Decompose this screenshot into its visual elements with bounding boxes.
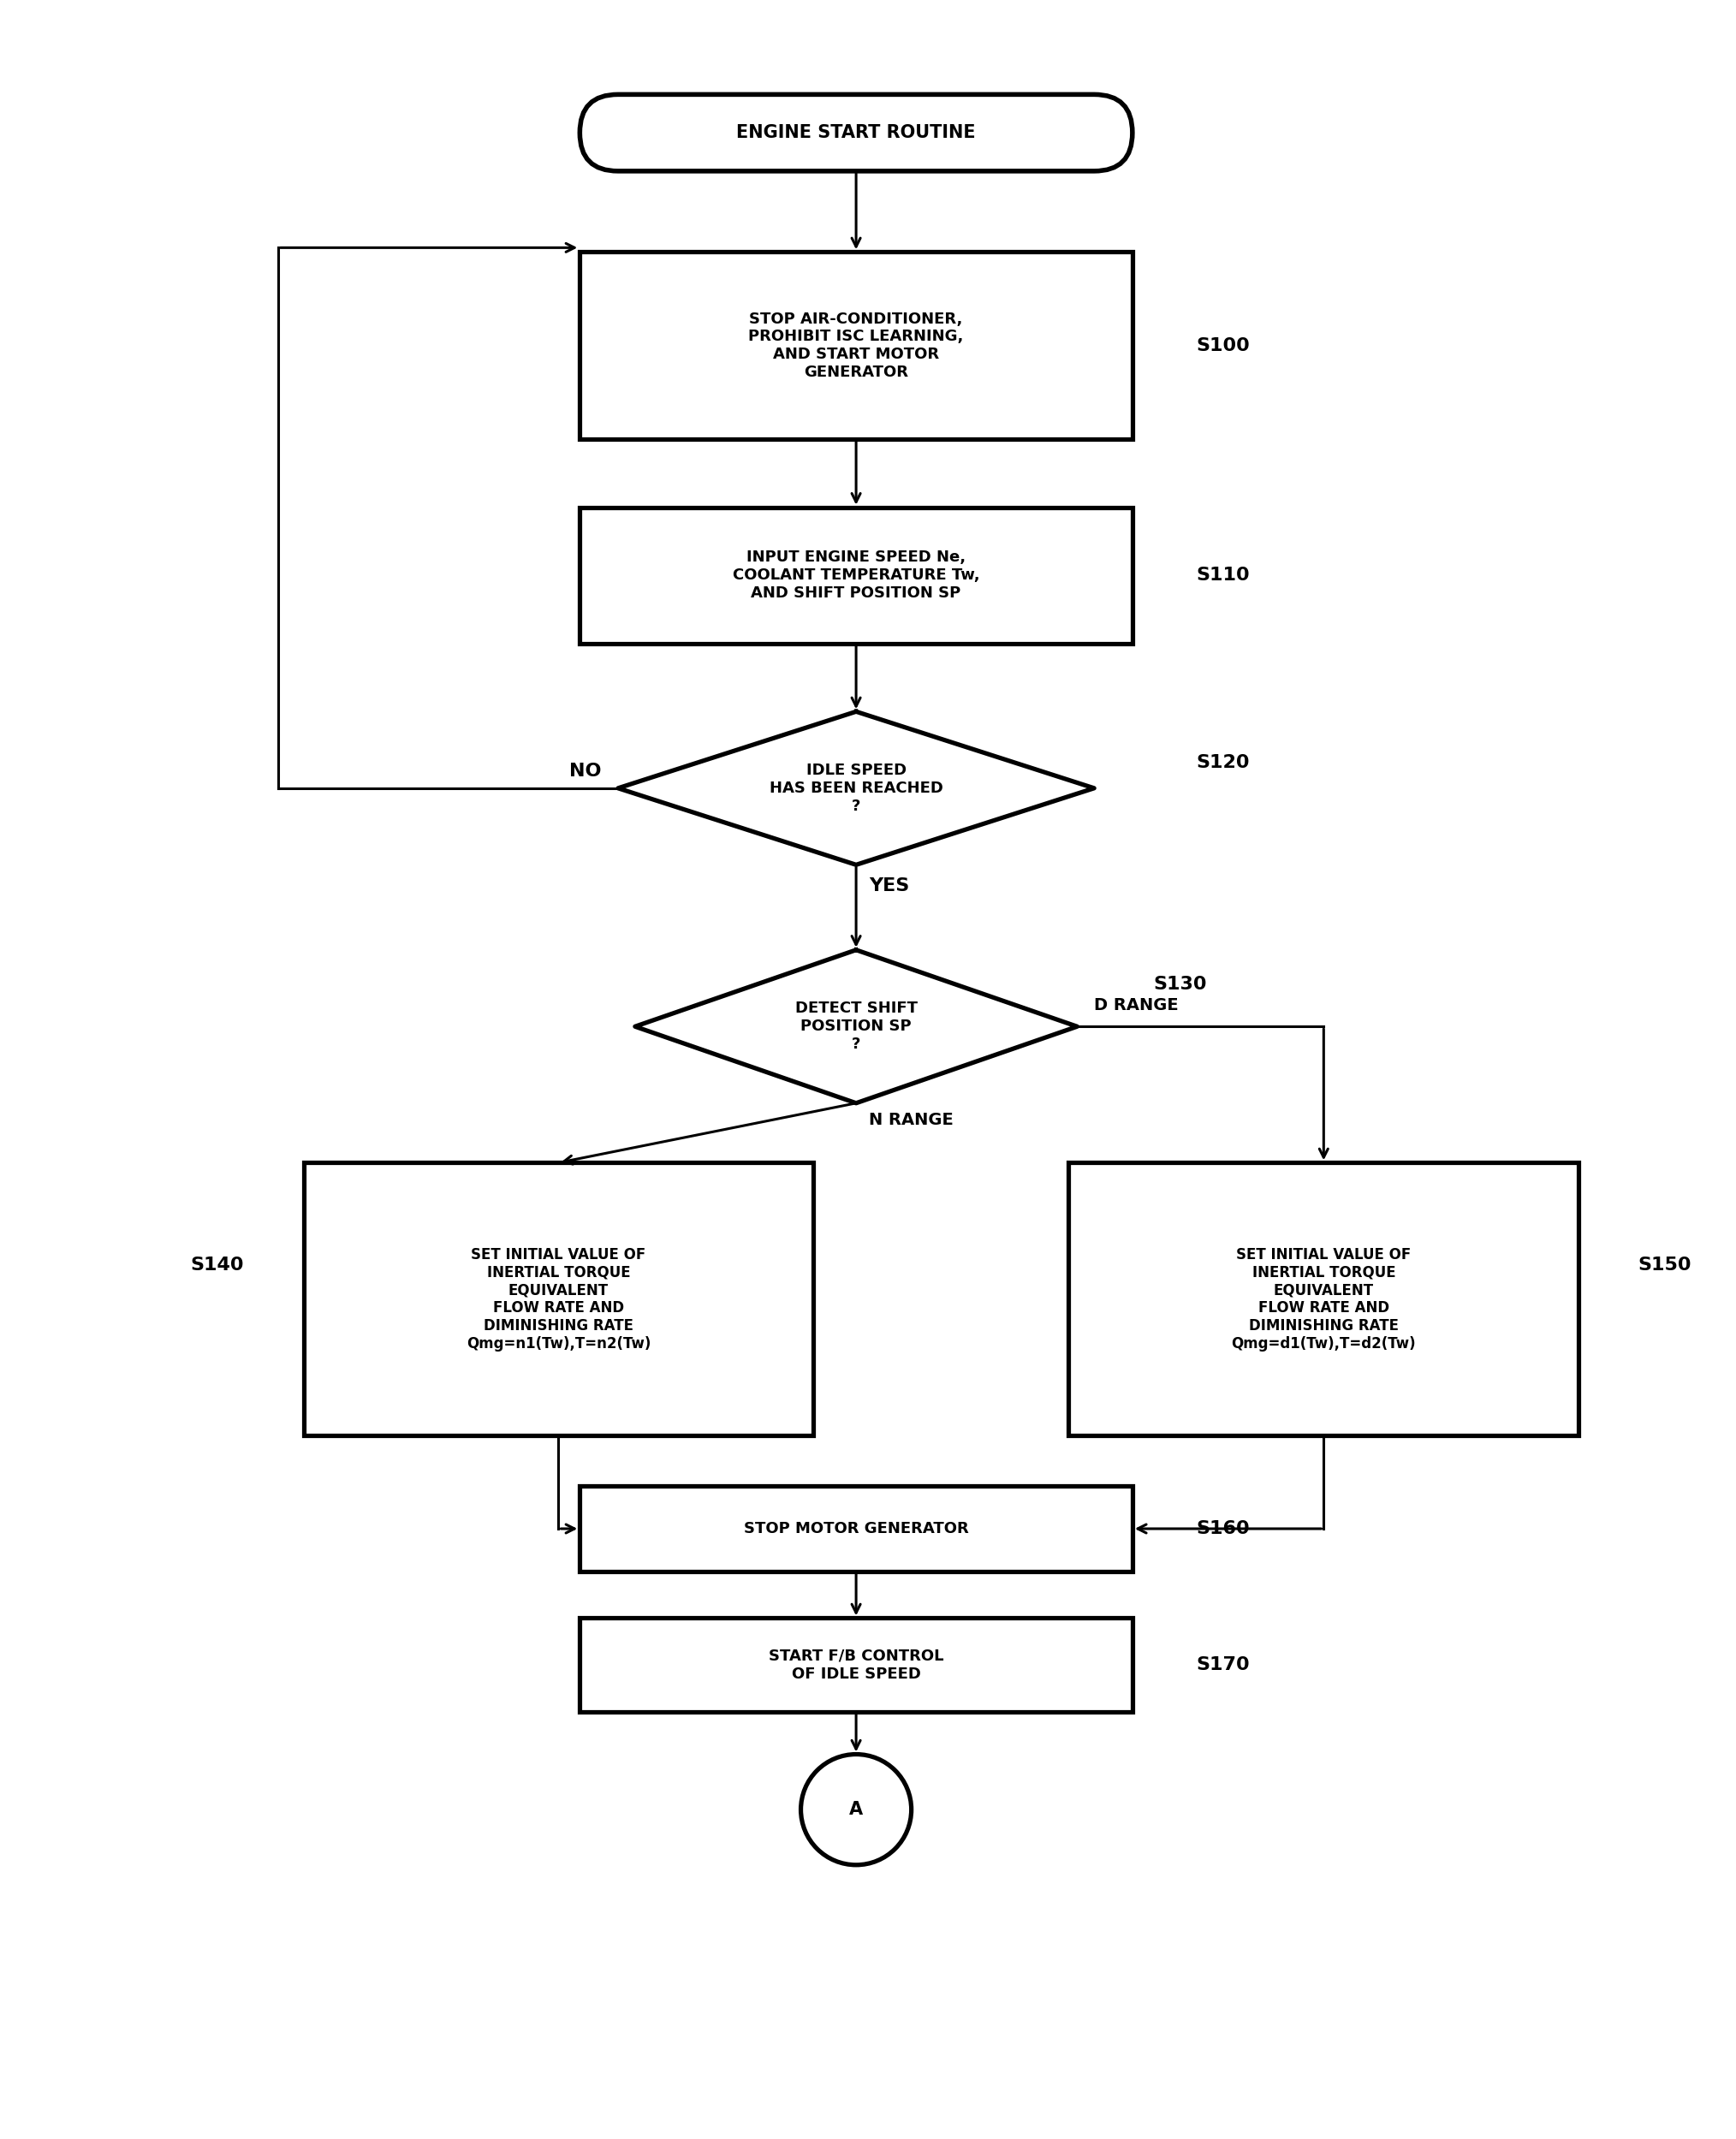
Text: YES: YES — [868, 877, 910, 894]
Bar — [580, 507, 1132, 644]
Bar — [304, 1164, 814, 1435]
Text: STOP MOTOR GENERATOR: STOP MOTOR GENERATOR — [743, 1521, 969, 1536]
Text: S120: S120 — [1196, 755, 1250, 772]
Bar — [580, 1617, 1132, 1711]
Text: START F/B CONTROL
OF IDLE SPEED: START F/B CONTROL OF IDLE SPEED — [769, 1649, 944, 1681]
Bar — [1069, 1164, 1578, 1435]
Text: S160: S160 — [1196, 1521, 1250, 1538]
Polygon shape — [618, 712, 1094, 864]
Text: INPUT ENGINE SPEED Ne,
COOLANT TEMPERATURE Tw,
AND SHIFT POSITION SP: INPUT ENGINE SPEED Ne, COOLANT TEMPERATU… — [733, 550, 979, 601]
Text: S110: S110 — [1196, 567, 1250, 584]
Circle shape — [800, 1754, 911, 1865]
Text: A: A — [849, 1801, 863, 1818]
FancyBboxPatch shape — [580, 94, 1132, 171]
Text: S170: S170 — [1196, 1656, 1250, 1673]
Text: SET INITIAL VALUE OF
INERTIAL TORQUE
EQUIVALENT
FLOW RATE AND
DIMINISHING RATE
Q: SET INITIAL VALUE OF INERTIAL TORQUE EQU… — [467, 1247, 651, 1352]
Polygon shape — [635, 950, 1076, 1104]
Text: D RANGE: D RANGE — [1094, 997, 1179, 1014]
Text: IDLE SPEED
HAS BEEN REACHED
?: IDLE SPEED HAS BEEN REACHED ? — [769, 764, 943, 813]
Bar — [580, 1487, 1132, 1572]
Text: N RANGE: N RANGE — [868, 1112, 953, 1127]
Text: STOP AIR-CONDITIONER,
PROHIBIT ISC LEARNING,
AND START MOTOR
GENERATOR: STOP AIR-CONDITIONER, PROHIBIT ISC LEARN… — [748, 310, 963, 381]
Bar — [580, 252, 1132, 438]
Text: DETECT SHIFT
POSITION SP
?: DETECT SHIFT POSITION SP ? — [795, 1001, 917, 1052]
Text: NO: NO — [569, 764, 601, 781]
Text: S150: S150 — [1639, 1256, 1693, 1273]
Text: S100: S100 — [1196, 338, 1250, 355]
Text: SET INITIAL VALUE OF
INERTIAL TORQUE
EQUIVALENT
FLOW RATE AND
DIMINISHING RATE
Q: SET INITIAL VALUE OF INERTIAL TORQUE EQU… — [1231, 1247, 1417, 1352]
Text: ENGINE START ROUTINE: ENGINE START ROUTINE — [736, 124, 976, 141]
Text: S140: S140 — [191, 1256, 245, 1273]
Text: S130: S130 — [1154, 975, 1207, 992]
